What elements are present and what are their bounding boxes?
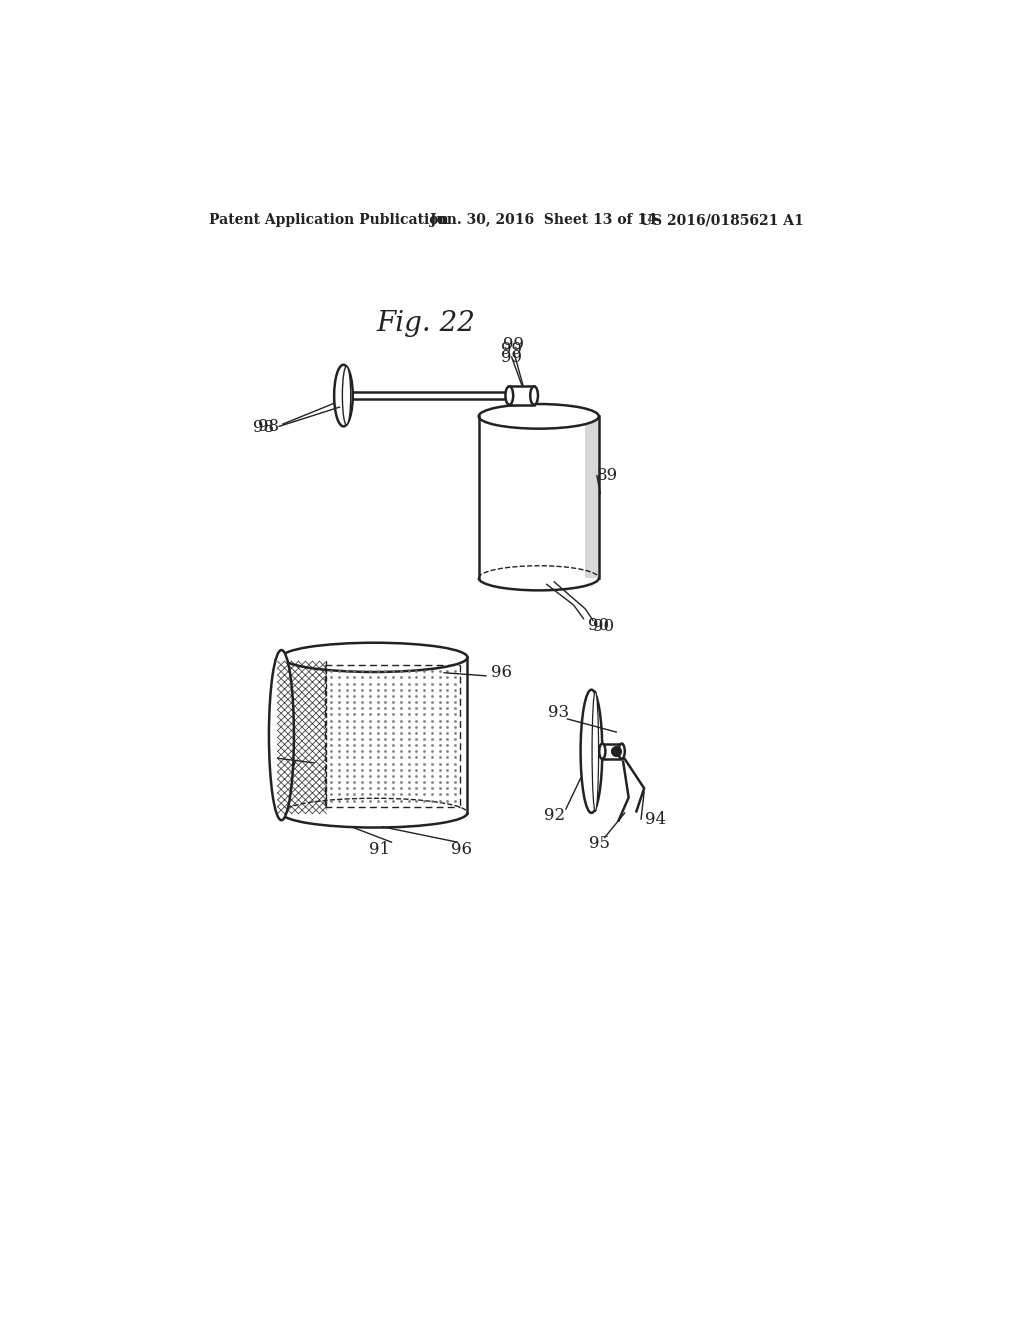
Ellipse shape: [618, 743, 625, 759]
Text: 99: 99: [501, 348, 522, 366]
Text: 91: 91: [370, 841, 390, 858]
Ellipse shape: [581, 689, 602, 813]
Text: US 2016/0185621 A1: US 2016/0185621 A1: [640, 213, 803, 227]
Ellipse shape: [592, 692, 599, 812]
Text: 92: 92: [544, 807, 565, 824]
Ellipse shape: [599, 743, 605, 759]
Text: 98: 98: [253, 420, 274, 437]
Text: 93: 93: [548, 705, 568, 721]
Ellipse shape: [530, 387, 538, 405]
Text: 89: 89: [597, 467, 618, 484]
Polygon shape: [585, 416, 599, 578]
Text: 96: 96: [451, 841, 472, 858]
Text: 95: 95: [589, 836, 609, 853]
Text: 94: 94: [645, 810, 666, 828]
Text: 90: 90: [593, 618, 614, 635]
Text: 99: 99: [504, 337, 524, 354]
Text: 90: 90: [588, 616, 608, 634]
Text: 99: 99: [501, 341, 522, 358]
Text: Fig. 22: Fig. 22: [376, 310, 475, 338]
Ellipse shape: [269, 649, 294, 820]
Bar: [602, 743, 622, 759]
Ellipse shape: [478, 404, 599, 429]
Ellipse shape: [342, 367, 351, 425]
Ellipse shape: [282, 643, 467, 672]
Text: Jun. 30, 2016  Sheet 13 of 14: Jun. 30, 2016 Sheet 13 of 14: [430, 213, 657, 227]
Ellipse shape: [506, 387, 513, 405]
Bar: [509, 387, 535, 405]
Text: Patent Application Publication: Patent Application Publication: [209, 213, 449, 227]
Text: 98: 98: [258, 418, 280, 434]
Text: 97: 97: [276, 760, 297, 777]
Ellipse shape: [334, 364, 352, 426]
Text: 96: 96: [490, 664, 512, 681]
